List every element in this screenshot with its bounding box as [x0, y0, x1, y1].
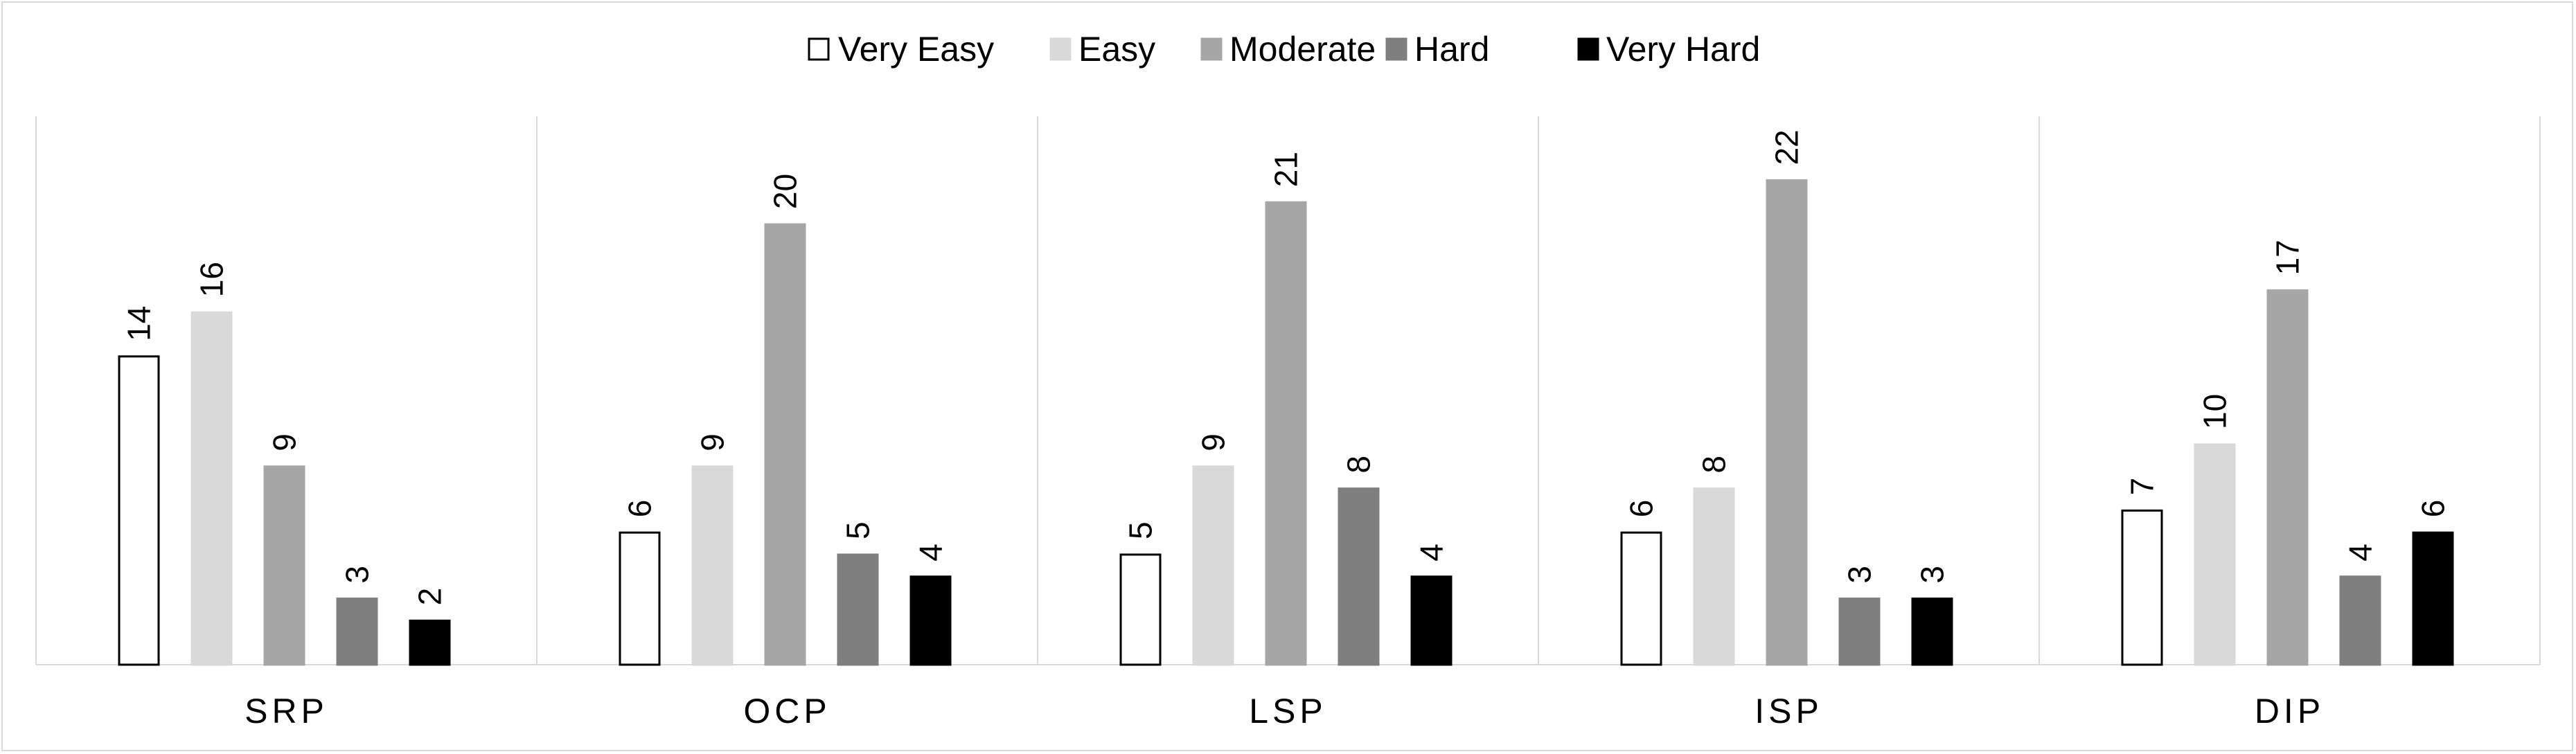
data-label-ocp-very-hard: 4 [913, 544, 949, 562]
data-label-srp-very-easy: 14 [121, 306, 157, 341]
bar-srp-easy [190, 311, 233, 666]
bar-lsp-very-hard [1410, 575, 1453, 666]
data-label-lsp-very-hard: 4 [1414, 544, 1450, 562]
data-label-ocp-easy: 9 [695, 433, 731, 451]
data-label-ocp-hard: 5 [840, 521, 876, 539]
legend-item-hard: Hard [1385, 30, 1489, 69]
bars [118, 179, 2454, 666]
legend-swatch-very-hard [1577, 37, 1599, 61]
bar-dip-very-hard [2412, 531, 2454, 666]
bar-isp-moderate [1766, 179, 1808, 666]
legend-swatch-moderate [1200, 37, 1223, 61]
legend-swatch-very-easy [808, 37, 830, 61]
bar-lsp-moderate [1265, 201, 1307, 666]
category-label-ocp: OCP [743, 692, 830, 730]
bar-isp-very-hard [1911, 598, 1953, 666]
data-label-isp-hard: 3 [1842, 566, 1878, 584]
data-label-ocp-moderate: 20 [767, 174, 803, 209]
bar-lsp-easy [1192, 465, 1234, 666]
category-label-lsp: LSP [1249, 692, 1327, 730]
data-label-srp-very-hard: 2 [412, 588, 448, 606]
bar-srp-very-easy [118, 355, 160, 666]
bar-dip-very-easy [2121, 509, 2163, 666]
data-label-dip-easy: 10 [2197, 394, 2233, 429]
bar-srp-moderate [263, 465, 305, 666]
bar-lsp-very-easy [1119, 553, 1162, 666]
bar-srp-very-hard [409, 619, 451, 666]
legend-label-very-easy: Very Easy [838, 30, 994, 69]
data-label-isp-easy: 8 [1696, 456, 1732, 474]
data-label-ocp-very-easy: 6 [622, 500, 658, 518]
legend-item-very-hard: Very Hard [1577, 30, 1760, 69]
data-label-lsp-hard: 8 [1341, 456, 1377, 474]
data-label-isp-moderate: 22 [1769, 129, 1805, 165]
data-label-lsp-moderate: 21 [1268, 152, 1304, 187]
category-label-dip: DIP [2255, 692, 2325, 730]
legend-swatch-easy [1049, 37, 1072, 61]
data-label-srp-moderate: 9 [267, 433, 303, 451]
data-label-dip-very-hard: 6 [2415, 500, 2451, 518]
legend-label-very-hard: Very Hard [1606, 30, 1760, 69]
bar-ocp-very-easy [619, 531, 661, 666]
category-label-srp: SRP [245, 692, 328, 730]
bar-isp-very-easy [1620, 531, 1662, 666]
bar-isp-easy [1693, 487, 1735, 666]
legend: Very Easy Easy Moderate Hard Very Hard [808, 30, 1760, 69]
data-label-isp-very-hard: 3 [1915, 566, 1951, 584]
bar-isp-hard [1838, 598, 1881, 666]
data-label-dip-hard: 4 [2343, 544, 2379, 562]
bar-dip-hard [2339, 575, 2381, 666]
data-labels: 14 16 9 3 2 6 9 20 5 4 5 9 21 8 4 6 8 22 3 3 7 10 17 4 6 [121, 129, 2451, 605]
data-label-srp-easy: 16 [194, 262, 230, 297]
data-label-isp-very-easy: 6 [1624, 500, 1660, 518]
bar-ocp-moderate [764, 223, 806, 666]
legend-swatch-hard [1385, 37, 1407, 61]
category-label-isp: ISP [1755, 692, 1823, 730]
legend-item-very-easy: Very Easy [808, 30, 994, 69]
bar-dip-moderate [2266, 289, 2309, 666]
bar-dip-easy [2194, 443, 2236, 666]
bar-lsp-hard [1338, 487, 1380, 666]
legend-label-moderate: Moderate [1229, 30, 1376, 69]
data-label-dip-moderate: 17 [2270, 240, 2306, 275]
bar-srp-hard [336, 598, 378, 666]
data-label-lsp-easy: 9 [1196, 433, 1232, 451]
category-labels: SRP OCP LSP ISP DIP [245, 692, 2325, 730]
data-label-dip-very-easy: 7 [2124, 478, 2160, 496]
data-label-srp-hard: 3 [339, 566, 375, 584]
legend-item-moderate: Moderate [1200, 30, 1376, 69]
data-label-lsp-very-easy: 5 [1123, 521, 1159, 539]
bar-ocp-easy [691, 465, 734, 666]
legend-label-hard: Hard [1414, 30, 1489, 69]
legend-label-easy: Easy [1078, 30, 1155, 69]
bar-ocp-very-hard [909, 575, 952, 666]
bar-ocp-hard [837, 553, 879, 666]
legend-item-easy: Easy [1049, 30, 1155, 69]
